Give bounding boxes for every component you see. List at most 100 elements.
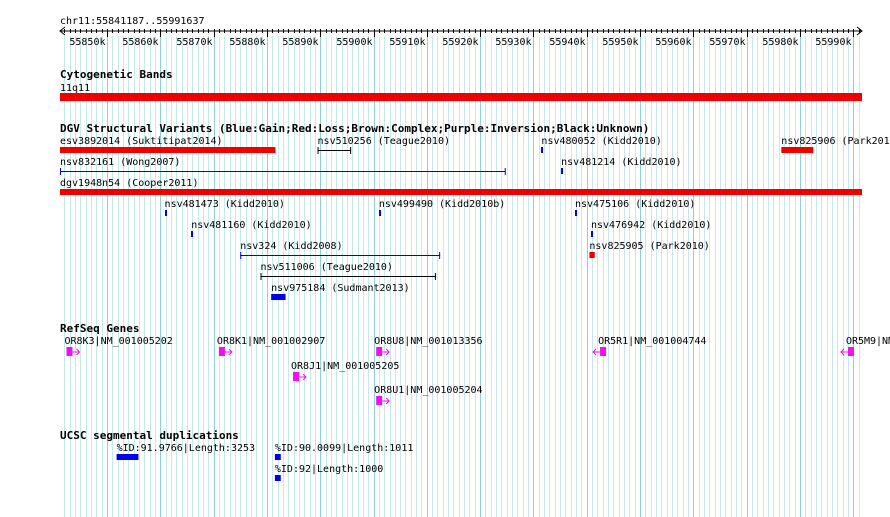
refseq-gene-exon[interactable] <box>66 347 73 356</box>
strand-arrowhead-icon <box>385 397 390 405</box>
segdup-feature-bar[interactable] <box>274 475 281 481</box>
refseq-gene-exon[interactable] <box>376 396 383 405</box>
dgv-feature-bar[interactable] <box>589 252 595 258</box>
dgv-feature[interactable]: nsv481214 (Kidd2010) <box>561 157 682 174</box>
refseq-gene-label[interactable]: OR8K1|NM_001002907 <box>217 336 325 347</box>
dgv-feature[interactable]: nsv832161 (Wong2007) <box>60 157 506 175</box>
segdup-feature-bar[interactable] <box>116 454 139 460</box>
ruler-tick-label: 55970k <box>709 37 745 48</box>
refseq-gene[interactable]: OR8U8|NM_001013356 <box>374 336 483 356</box>
background-grid <box>64 36 860 517</box>
dgv-feature-label[interactable]: nsv511006 (Teague2010) <box>261 262 393 273</box>
ruler-left-arrow <box>59 26 66 36</box>
dgv-feature-label[interactable]: nsv832161 (Wong2007) <box>60 157 180 168</box>
dgv-feature-label[interactable]: nsv825906 (Park2010) <box>781 136 890 147</box>
cytoband-bar[interactable] <box>60 93 862 101</box>
refseq-track: RefSeq Genes OR8K3|NM_001005202 OR8K1|NM_… <box>60 322 890 405</box>
refseq-gene-exon[interactable] <box>218 347 225 356</box>
refseq-gene-label[interactable]: OR8U8|NM_001013356 <box>374 336 482 347</box>
dgv-feature-bar[interactable] <box>165 210 167 216</box>
refseq-gene[interactable]: OR8U1|NM_001005204 <box>374 385 483 405</box>
ruler-tick-label: 55960k <box>655 37 691 48</box>
dgv-feature[interactable]: nsv481160 (Kidd2010) <box>191 220 312 237</box>
refseq-gene-exon[interactable] <box>376 347 383 356</box>
ruler-right-arrow <box>856 26 863 36</box>
strand-arrowhead-icon <box>385 348 390 356</box>
refseq-gene-exon[interactable] <box>293 372 300 381</box>
dgv-feature-bar[interactable] <box>541 147 543 153</box>
dgv-feature-label[interactable]: nsv475106 (Kidd2010) <box>575 199 695 210</box>
dgv-feature-bar[interactable] <box>575 210 577 216</box>
refseq-gene[interactable]: OR8K3|NM_001005202 <box>64 336 173 356</box>
dgv-feature-label[interactable]: nsv481160 (Kidd2010) <box>191 220 311 231</box>
ruler-tick-label: 55870k <box>176 37 212 48</box>
dgv-feature-bar[interactable] <box>379 210 381 216</box>
refseq-gene-exon[interactable] <box>847 347 854 356</box>
dgv-feature-bar[interactable] <box>591 231 593 237</box>
refseq-gene-label[interactable]: OR8K3|NM_001005202 <box>64 336 172 347</box>
dgv-feature-label[interactable]: nsv324 (Kidd2008) <box>240 241 342 252</box>
strand-arrowhead-icon <box>592 348 597 356</box>
dgv-feature[interactable]: nsv475106 (Kidd2010) <box>575 199 695 216</box>
dgv-feature-bar[interactable] <box>781 147 814 153</box>
refseq-gene-label[interactable]: OR5R1|NM_001004744 <box>598 336 706 347</box>
segdup-feature[interactable]: %ID:90.0099|Length:1011 <box>274 443 413 460</box>
dgv-feature[interactable]: nsv499490 (Kidd2010b) <box>379 199 505 216</box>
ruler-tick-label: 55900k <box>336 37 372 48</box>
dgv-feature[interactable]: nsv511006 (Teague2010) <box>260 262 436 280</box>
refseq-gene-label[interactable]: OR8U1|NM_001005204 <box>374 385 482 396</box>
dgv-feature-bar[interactable] <box>60 189 862 195</box>
refseq-gene[interactable]: OR8K1|NM_001002907 <box>217 336 325 356</box>
segdup-feature[interactable]: %ID:91.9766|Length:3253 <box>116 443 255 460</box>
refseq-gene[interactable]: OR8J1|NM_001005205 <box>291 361 399 381</box>
ruler-tick-label: 55990k <box>815 37 851 48</box>
dgv-feature[interactable]: nsv476942 (Kidd2010) <box>591 220 711 237</box>
cytoband-track: Cytogenetic Bands 11q11 <box>60 68 862 101</box>
dgv-feature[interactable]: nsv324 (Kidd2008) <box>240 241 441 259</box>
dgv-feature-bar[interactable] <box>60 147 276 153</box>
cytoband-track-title: Cytogenetic Bands <box>60 68 173 81</box>
dgv-feature-label[interactable]: nsv481473 (Kidd2010) <box>165 199 285 210</box>
ruler-tick-label: 55880k <box>229 37 265 48</box>
dgv-feature[interactable]: nsv825906 (Park2010) <box>781 136 890 153</box>
dgv-feature[interactable]: nsv825905 (Park2010) <box>589 241 710 258</box>
ruler-tick-label: 55940k <box>549 37 585 48</box>
dgv-feature-label[interactable]: nsv825905 (Park2010) <box>589 241 709 252</box>
dgv-feature-label[interactable]: nsv480052 (Kidd2010) <box>541 136 661 147</box>
refseq-gene[interactable]: OR5M9|NM_001004743 <box>840 336 890 356</box>
dgv-feature-label[interactable]: nsv499490 (Kidd2010b) <box>379 199 505 210</box>
dgv-feature-label[interactable]: nsv481214 (Kidd2010) <box>561 157 681 168</box>
refseq-gene-label[interactable]: OR5M9|NM_001004743 <box>846 336 890 347</box>
segdup-feature-label[interactable]: %ID:91.9766|Length:3253 <box>117 443 255 454</box>
ruler-tick-label: 55950k <box>602 37 638 48</box>
refseq-gene[interactable]: OR5R1|NM_001004744 <box>592 336 706 356</box>
dgv-feature-label[interactable]: nsv510256 (Teague2010) <box>318 136 450 147</box>
dgv-feature[interactable]: nsv481473 (Kidd2010) <box>165 199 285 216</box>
strand-arrowhead-icon <box>76 348 81 356</box>
cytoband-label[interactable]: 11q11 <box>60 83 90 94</box>
refseq-gene-exon[interactable] <box>600 347 607 356</box>
segdup-feature[interactable]: %ID:92|Length:1000 <box>274 464 383 481</box>
dgv-feature-label[interactable]: nsv476942 (Kidd2010) <box>591 220 711 231</box>
dgv-feature[interactable]: nsv510256 (Teague2010) <box>317 136 450 154</box>
refseq-gene-label[interactable]: OR8J1|NM_001005205 <box>291 361 399 372</box>
segdup-feature-label[interactable]: %ID:92|Length:1000 <box>275 464 383 475</box>
dgv-feature[interactable]: nsv975184 (Sudmant2013) <box>271 283 410 300</box>
dgv-feature-label[interactable]: nsv975184 (Sudmant2013) <box>271 283 409 294</box>
ruler-tick-label: 55910k <box>389 37 425 48</box>
strand-arrowhead-icon <box>302 373 307 381</box>
dgv-feature-bar[interactable] <box>191 231 193 237</box>
dgv-feature-label[interactable]: esv3892014 (Suktitipat2014) <box>60 136 223 147</box>
dgv-feature-bar[interactable] <box>561 168 563 174</box>
dgv-feature[interactable]: esv3892014 (Suktitipat2014) <box>60 136 276 153</box>
ruler-ticks: 55850k 55860k 55870k 55880k 55890k 55900k 5591… <box>59 26 863 48</box>
dgv-feature-bar[interactable] <box>271 294 286 300</box>
ruler-tick-label: 55930k <box>495 37 531 48</box>
dgv-feature-label[interactable]: dgv1948n54 (Cooper2011) <box>60 178 198 189</box>
dgv-feature[interactable]: dgv1948n54 (Cooper2011) <box>60 178 862 195</box>
dgv-feature[interactable]: nsv480052 (Kidd2010) <box>541 136 662 153</box>
ruler-tick-label: 55920k <box>442 37 478 48</box>
strand-arrowhead-icon <box>840 348 845 356</box>
segdup-feature-bar[interactable] <box>274 454 281 460</box>
segdup-feature-label[interactable]: %ID:90.0099|Length:1011 <box>275 443 413 454</box>
